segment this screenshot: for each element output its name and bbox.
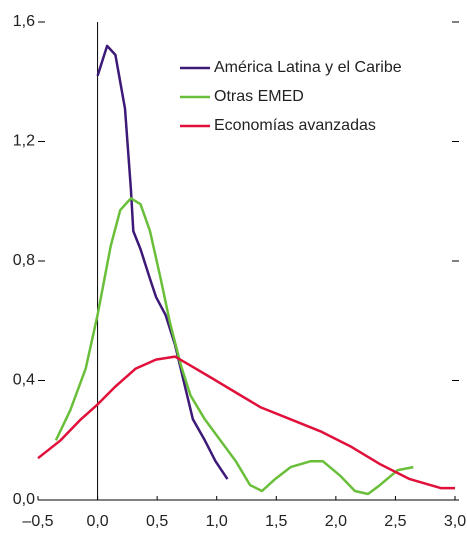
y-tick-label: 0,4 [13, 372, 35, 389]
x-tick-label: 0,5 [146, 513, 168, 530]
legend-label: Economías avanzadas [214, 117, 376, 134]
y-tick-label: 0,0 [13, 491, 35, 508]
series-line [54, 197, 414, 496]
x-tick-label: 2,0 [325, 513, 347, 530]
legend-label: América Latina y el Caribe [214, 59, 402, 76]
y-tick-label: 1,2 [13, 133, 35, 150]
series-line [37, 355, 455, 490]
series-line [96, 44, 229, 480]
x-tick-label: 2,5 [384, 513, 406, 530]
x-tick-label: 3,0 [444, 513, 466, 530]
x-tick-label: 1,0 [206, 513, 228, 530]
y-tick-label: 0,8 [13, 252, 35, 269]
x-tick-label: 1,5 [265, 513, 287, 530]
x-tick-label: –0,5 [22, 513, 53, 530]
y-tick-label: 1,6 [13, 13, 35, 30]
legend-label: Otras EMED [214, 88, 304, 105]
x-tick-label: 0,0 [86, 513, 108, 530]
